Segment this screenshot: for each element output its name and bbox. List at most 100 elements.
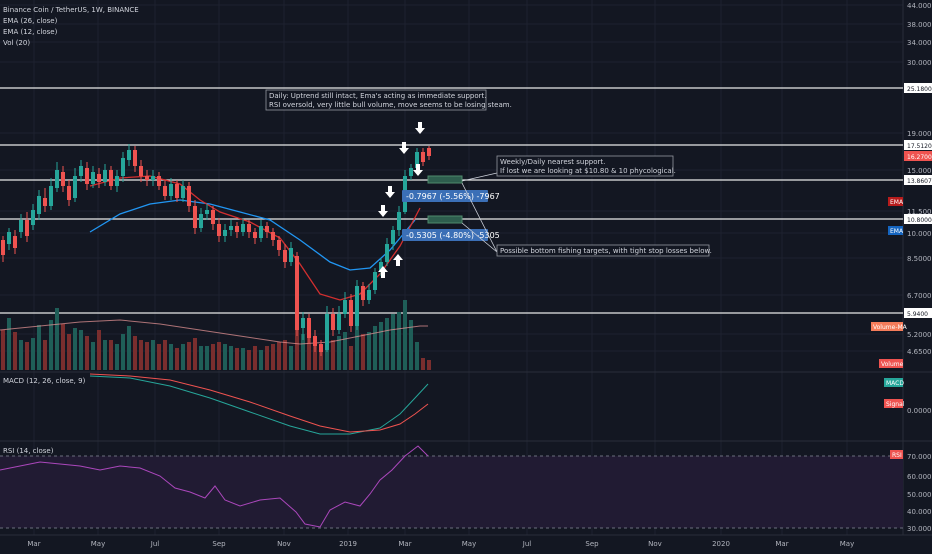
time-label: 2019 (339, 540, 357, 548)
volume-bar (43, 340, 47, 370)
candle-body (193, 206, 197, 228)
candle-body (235, 226, 239, 232)
volume-badge-label: Volume (881, 361, 904, 368)
candle-body (217, 224, 221, 236)
candle-body (295, 256, 299, 330)
time-label: Jul (522, 540, 532, 548)
volume-bar (409, 320, 413, 370)
axis-badges: 25.1800 17.5120 16.2700 13.8607 10.8000 … (871, 83, 932, 459)
rsi-title[interactable]: RSI (14, close) (3, 447, 54, 455)
candle-body (49, 186, 53, 206)
candle-body (409, 168, 413, 176)
indicator-volume[interactable]: Vol (20) (3, 39, 30, 47)
candle-body (109, 170, 113, 186)
candle-body (85, 168, 89, 184)
time-label: Nov (277, 540, 291, 548)
candle-body (97, 174, 101, 182)
price-label: 4.6500 (907, 348, 932, 356)
candle-body (13, 236, 17, 248)
candlesticks (1, 144, 431, 356)
down-arrow-icon[interactable] (385, 186, 395, 198)
candle-body (127, 150, 131, 160)
candle-body (361, 286, 365, 300)
badge-17-51-label: 17.5120 (907, 143, 932, 150)
candle-body (145, 176, 149, 180)
badge-16-27 (904, 151, 932, 161)
indicator-ema12[interactable]: EMA (12, close) (3, 28, 58, 36)
candle-body (313, 336, 317, 346)
measure-box-2[interactable]: -0.5305 (-4.80%) -5305 (402, 229, 500, 241)
down-arrow-icon[interactable] (415, 122, 425, 134)
candle-body (79, 166, 83, 176)
volume-bar (55, 308, 59, 370)
up-arrow-icon[interactable] (378, 266, 388, 278)
volume-bar (19, 340, 23, 370)
candle-body (229, 226, 233, 230)
price-label: 38.0000 (907, 21, 932, 29)
support-zone-1[interactable] (427, 175, 463, 184)
volume-bar (115, 344, 119, 370)
volume-bar (151, 340, 155, 370)
volume-bar (301, 334, 305, 370)
badge-17-51 (904, 140, 932, 150)
support-zone-2[interactable] (427, 215, 463, 224)
volume-ma-badge (871, 322, 903, 331)
volume-bar (337, 336, 341, 370)
time-label: Jul (150, 540, 160, 548)
volume-ma-line (0, 319, 428, 345)
candle-body (265, 226, 269, 232)
volume-bar (121, 334, 125, 370)
weekly-note-box[interactable]: Weekly/Daily nearest support. If lost we… (496, 155, 676, 177)
arrow-markers[interactable] (378, 122, 425, 278)
candle-body (7, 232, 11, 244)
volume-bar (397, 312, 401, 370)
macd-title[interactable]: MACD (12, 26, close, 9) (3, 377, 86, 385)
volume-bar (355, 326, 359, 370)
price-axis[interactable]: 44.0000 38.0000 34.0000 30.0000 19.0000 15.00… (907, 2, 932, 356)
down-arrow-icon[interactable] (378, 205, 388, 217)
indicator-ema26[interactable]: EMA (26, close) (3, 17, 58, 25)
time-axis[interactable]: Mar May Jul Sep Nov 2019 Mar May Jul Sep Nov 2020 Ma… (27, 540, 854, 548)
grid-lines (0, 0, 903, 535)
candle-body (43, 198, 47, 206)
volume-badge (879, 359, 903, 368)
volume-bar (169, 344, 173, 370)
candle-body (337, 314, 341, 330)
badge-10-80 (904, 214, 932, 224)
daily-note-box[interactable]: Daily: Uptrend still intact, Ema's actin… (265, 89, 512, 111)
down-arrow-icon[interactable] (413, 164, 423, 176)
measure-box-1[interactable]: -0.7967 (-5.56%) -7967 (402, 190, 500, 202)
candle-body (427, 148, 431, 156)
measure-2-label: -0.5305 (-4.80%) -5305 (406, 231, 500, 240)
volume-bar (127, 326, 131, 370)
time-label: 2020 (712, 540, 730, 548)
volume-bar (385, 318, 389, 370)
ema-badge-red (888, 197, 903, 206)
volume-bar (289, 346, 293, 370)
candle-body (37, 196, 41, 214)
up-arrow-icon[interactable] (393, 254, 403, 266)
symbol-title: Binance Coin / TetherUS, 1W, BINANCE (3, 6, 139, 14)
volume-bar (379, 322, 383, 370)
measure-1-label: -0.7967 (-5.56%) -7967 (406, 192, 500, 201)
volume-bar (211, 344, 215, 370)
volume-bar (415, 342, 419, 370)
rsi-badge-label: RSI (892, 452, 902, 459)
volume-bar (157, 344, 161, 370)
volume-bars (1, 300, 431, 370)
down-arrow-icon[interactable] (399, 142, 409, 154)
volume-bar (175, 348, 179, 370)
candle-body (169, 184, 173, 196)
candle-body (223, 230, 227, 236)
badge-5-94-label: 5.9400 (907, 311, 928, 318)
candle-body (139, 166, 143, 176)
volume-bar (187, 342, 191, 370)
ema-badge-blue (888, 226, 903, 235)
bottom-note-box[interactable]: Possible bottom fishing targets, with ti… (496, 244, 712, 257)
candle-body (19, 220, 23, 232)
price-label: 19.0000 (907, 130, 932, 138)
candle-body (211, 210, 215, 224)
candle-body (259, 226, 263, 238)
bottom-note-text: Possible bottom fishing targets, with ti… (500, 247, 712, 255)
